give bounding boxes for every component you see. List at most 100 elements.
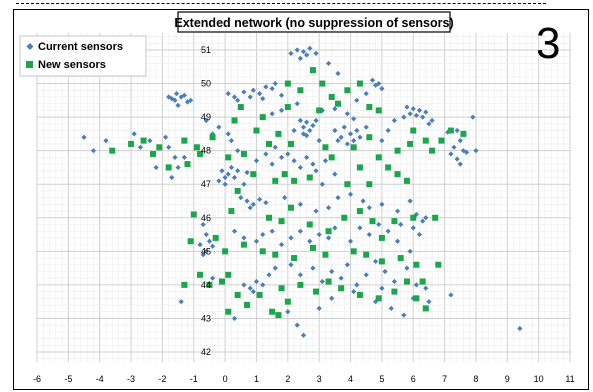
current-sensor-point [257,91,263,97]
current-sensor-point [454,156,460,162]
current-sensor-point [231,315,238,322]
current-sensor-point [247,94,253,100]
current-sensor-point [169,96,175,102]
current-sensor-point [329,268,335,275]
current-sensor-point [278,92,285,98]
legend-label-current: Current sensors [38,41,123,53]
current-sensor-point [401,312,407,318]
new-sensor-point [109,147,116,154]
new-sensor-point [234,291,241,298]
current-sensor-point [300,124,307,130]
current-sensor-point [269,85,275,92]
current-sensor-point [228,164,234,171]
current-sensor-point [209,243,216,249]
current-sensor-point [398,221,404,228]
current-sensor-point [335,138,341,144]
current-sensor-point [304,119,310,125]
new-sensor-point [306,174,313,181]
current-sensor-point [225,131,231,137]
current-sensor-point [228,138,234,144]
new-sensor-point [250,171,257,178]
current-sensor-point [206,238,213,244]
current-sensor-point [225,171,231,177]
current-sensor-point [203,117,209,124]
tick-labels: -6 -5 -4 -3 -2 -1 0 1 2 3 4 5 6 7 8 9 10 1142434445464748… [33,45,575,384]
current-sensor-point [354,97,360,103]
current-sensor-point [225,91,231,97]
current-sensor-point [197,242,203,248]
current-sensor-point [335,195,341,201]
new-sensor-point [438,137,445,144]
x-tick-label: 7 [442,374,447,384]
current-sensor-point [448,292,454,298]
current-sensor-point [473,148,479,154]
current-sensor-point [288,50,294,56]
chart-frame [13,9,589,390]
current-sensor-point [319,278,325,285]
current-sensor-point [322,158,329,164]
current-sensor-point [253,158,260,164]
current-sensor-point [269,111,275,117]
new-sensor-point [190,211,197,218]
current-sensor-point [241,89,247,95]
new-sensor-point [378,258,385,265]
current-sensor-point [410,106,416,112]
new-sensor-point [363,251,370,258]
current-sensor-point [147,138,153,144]
new-sensor-point [391,288,398,295]
new-sensor-point [350,144,357,151]
new-sensor-point [259,248,266,255]
new-sensor-point [334,100,341,107]
current-sensor-point [394,238,401,244]
new-sensor-point [375,295,382,302]
new-sensor-point [407,140,414,147]
current-sensor-point [413,282,419,288]
new-sensor-point [350,248,357,255]
new-sensor-point [375,107,382,114]
new-sensor-point [309,244,316,251]
current-sensor-point [332,106,338,112]
current-sensor-point [297,117,303,124]
new-sensor-point [341,214,348,221]
new-sensor-point [278,218,285,225]
new-sensor-point [344,87,351,94]
new-sensor-point [209,134,216,141]
new-sensor-point [193,144,200,151]
new-sensor-point [410,214,417,221]
new-sensor-point [212,234,219,241]
current-sensor-point [235,148,241,154]
new-sensor-point [306,221,313,228]
current-sensor-point [103,138,109,144]
new-sensor-point [385,164,392,171]
new-sensor-point [140,137,147,144]
new-sensor-point [291,255,298,262]
current-sensor-point [325,205,332,211]
current-sensor-point [222,174,228,181]
new-sensor-point [218,278,225,285]
current-sensor-point [351,289,357,295]
y-tick-label: 47 [201,179,211,189]
new-sensor-point [225,271,232,278]
current-sensor-point [250,201,256,207]
y-tick-label: 49 [201,112,211,122]
new-sensor-point [275,312,282,319]
current-sensor-point [297,164,303,171]
new-sensor-point [150,151,157,158]
current-sensor-point [413,112,419,119]
current-sensor-point [203,248,209,254]
current-sensor-point [357,134,363,140]
current-sensor-point [410,225,416,231]
current-sensor-point [423,109,429,115]
current-sensor-point [291,158,297,164]
new-sensor-point [413,261,420,268]
new-sensor-point [165,164,172,171]
legend: Current sensors New sensors [19,35,147,77]
current-sensor-point [297,55,303,61]
current-sensor-point [382,268,388,275]
x-tick-label: -1 [190,374,198,384]
x-tick-label: -4 [96,374,104,384]
current-sensor-point [319,181,325,187]
current-sensor-point [231,174,238,181]
current-sensor-point [260,96,266,102]
current-sensor-point [294,101,300,107]
